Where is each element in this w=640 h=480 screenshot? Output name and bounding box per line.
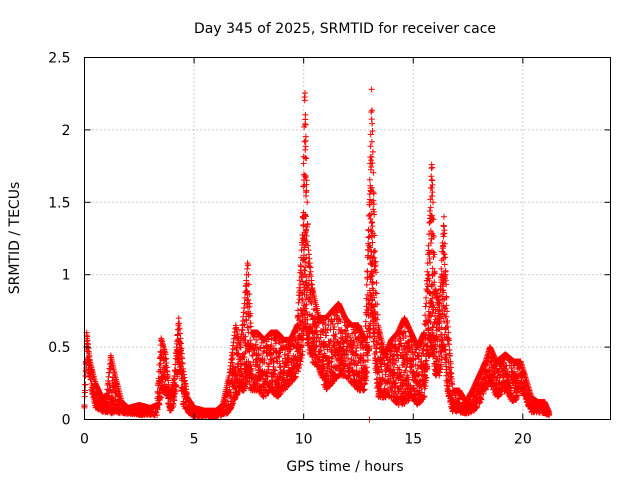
- data-point: [302, 146, 309, 153]
- data-point: [298, 263, 305, 270]
- data-point: [301, 90, 308, 97]
- data-point: [172, 388, 179, 395]
- data-point: [372, 248, 379, 255]
- data-point: [301, 97, 308, 104]
- data-point: [153, 409, 160, 416]
- data-point: [368, 86, 375, 93]
- data-point: [302, 143, 309, 150]
- data-point: [105, 402, 112, 409]
- data-point: [446, 341, 453, 348]
- data-point: [422, 294, 429, 301]
- data-point: [428, 176, 435, 183]
- data-point: [429, 303, 436, 310]
- data-point: [424, 268, 431, 275]
- data-point: [368, 164, 375, 171]
- data-point: [164, 385, 171, 392]
- data-point: [178, 350, 185, 357]
- data-point: [374, 341, 381, 348]
- data-point: [427, 204, 434, 211]
- data-series-cace: [81, 86, 553, 423]
- data-point: [241, 336, 248, 343]
- data-point: [440, 243, 447, 250]
- data-point: [302, 133, 309, 140]
- data-point: [179, 360, 186, 367]
- data-point: [243, 277, 250, 284]
- data-point: [369, 148, 376, 155]
- data-point: [157, 393, 164, 400]
- data-point: [173, 383, 180, 390]
- data-point: [429, 164, 436, 171]
- data-point: [366, 176, 373, 183]
- data-point: [440, 213, 447, 220]
- data-point: [373, 279, 380, 286]
- data-point: [363, 281, 370, 288]
- data-point: [373, 290, 380, 297]
- data-point: [171, 393, 178, 400]
- data-point: [177, 340, 184, 347]
- data-point: [438, 257, 445, 264]
- data-point: [107, 366, 114, 373]
- data-point: [428, 184, 435, 191]
- data-point: [371, 211, 378, 218]
- data-point: [106, 381, 113, 387]
- data-point: [329, 321, 336, 328]
- data-point: [156, 378, 163, 385]
- data-point: [177, 335, 184, 342]
- data-point: [367, 143, 374, 150]
- data-point: [368, 157, 375, 164]
- data-point: [440, 223, 447, 230]
- data-point: [304, 199, 311, 206]
- data-point: [156, 389, 163, 396]
- data-point: [176, 320, 183, 327]
- data-point: [429, 199, 436, 206]
- data-point: [441, 261, 448, 268]
- data-point: [178, 345, 185, 352]
- data-point: [177, 330, 184, 337]
- data-point: [301, 138, 308, 145]
- data-point: [176, 339, 183, 346]
- data-point: [368, 138, 375, 145]
- data-point: [154, 406, 161, 413]
- data-point: [368, 153, 375, 160]
- data-point: [175, 320, 182, 327]
- data-point: [300, 160, 307, 167]
- data-point: [179, 355, 186, 362]
- data-point: [170, 401, 177, 408]
- data-point: [302, 154, 309, 161]
- data-point: [295, 299, 302, 306]
- data-point: [168, 405, 175, 412]
- data-point: [82, 381, 89, 388]
- data-point: [154, 412, 161, 419]
- data-point: [158, 394, 165, 401]
- data-point: [446, 346, 453, 353]
- data-point: [441, 227, 448, 234]
- data-point: [369, 223, 376, 230]
- data-point: [175, 315, 182, 322]
- data-point: [176, 325, 183, 332]
- data-point: [302, 111, 309, 118]
- data-point: [244, 265, 251, 272]
- data-point: [369, 120, 376, 127]
- data-point: [323, 332, 330, 339]
- data-point: [82, 373, 89, 380]
